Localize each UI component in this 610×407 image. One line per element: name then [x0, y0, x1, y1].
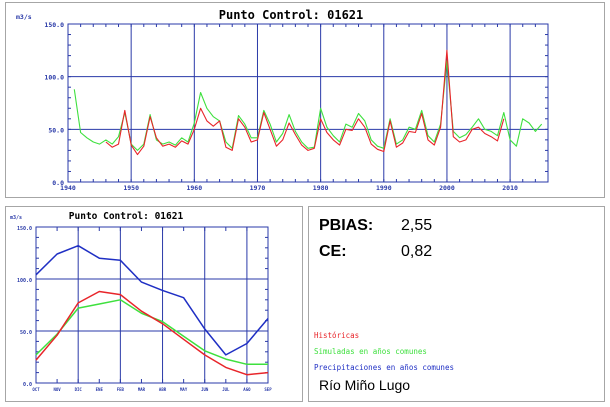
- legend-simuladas: Simuladas en años comunes: [314, 347, 427, 356]
- plot-frame: [67, 23, 549, 183]
- chart-title: Punto Control: 01621: [219, 8, 364, 22]
- y-tick-label: 150.0: [17, 226, 32, 232]
- series-line-historicas: [35, 290, 269, 376]
- y-tick-label: 50.0: [20, 330, 32, 336]
- x-tick-label: SEP: [264, 387, 272, 392]
- x-tick-label: 1980: [313, 184, 329, 192]
- y-tick-label: 100.0: [44, 74, 64, 82]
- monthly-series-panel: Punto Control: 01621 m3/s 0.0 50.0 100.0 150.…: [5, 206, 303, 402]
- x-tick-label: MAR: [138, 387, 146, 392]
- annual-series-chart: Punto Control: 01621 m3/s 0.0 50.0 100.0 150.…: [16, 8, 549, 192]
- x-tick-label: MAY: [180, 387, 188, 392]
- x-tick-label: 1990: [376, 184, 392, 192]
- x-tick-label: JUN: [201, 387, 209, 392]
- plot-frame: [35, 226, 269, 384]
- ce-label: CE:: [319, 243, 347, 260]
- x-tick-label: OCT: [32, 387, 40, 392]
- y-tick-label: 0.0: [23, 382, 32, 388]
- x-tick-label: ABR: [159, 387, 167, 392]
- pbias-label: PBIAS:: [319, 217, 374, 234]
- chart-title: Punto Control: 01621: [69, 211, 184, 222]
- ce-value: 0,82: [401, 243, 433, 260]
- x-tick-label: FEB: [117, 387, 125, 392]
- monthly-series-chart: Punto Control: 01621 m3/s 0.0 50.0 100.0 150.…: [10, 211, 272, 392]
- x-tick-label: 2000: [439, 184, 455, 192]
- y-axis-unit: m3/s: [10, 215, 22, 221]
- x-tick-label: 2010: [502, 184, 518, 192]
- pbias-value: 2,55: [401, 217, 433, 234]
- x-tick-label: 1950: [123, 184, 139, 192]
- y-tick-label: 150.0: [44, 21, 64, 29]
- annual-series-panel: Punto Control: 01621 m3/s 0.0 50.0 100.0 150.…: [5, 2, 605, 198]
- x-tick-label: AGO: [243, 387, 251, 392]
- x-tick-label: DIC: [75, 387, 83, 392]
- station-name: Río Miño Lugo: [319, 377, 411, 393]
- y-tick-label: 50.0: [48, 126, 64, 134]
- series-line-simuladas: [73, 60, 543, 151]
- series-line-simuladas: [35, 299, 268, 366]
- x-tick-label: NOV: [53, 387, 61, 392]
- y-tick-label: 0.0: [52, 179, 64, 187]
- legend-historicas: Históricas: [314, 331, 360, 340]
- x-tick-label: 1940: [60, 184, 76, 192]
- y-tick-label: 100.0: [17, 278, 32, 284]
- x-tick-label: 1960: [186, 184, 202, 192]
- x-tick-label: 1970: [250, 184, 266, 192]
- series-line-historicas: [105, 49, 505, 156]
- y-axis-unit: m3/s: [16, 13, 32, 21]
- x-tick-label: JUL: [222, 387, 230, 392]
- legend-precipitaciones: Precipitaciones en años comunes: [314, 363, 454, 372]
- x-tick-label: ENE: [96, 387, 104, 392]
- statistics-panel: PBIAS: 2,55 CE: 0,82 Históricas Simulada…: [308, 206, 605, 402]
- series-line-precipitaciones: [35, 244, 269, 356]
